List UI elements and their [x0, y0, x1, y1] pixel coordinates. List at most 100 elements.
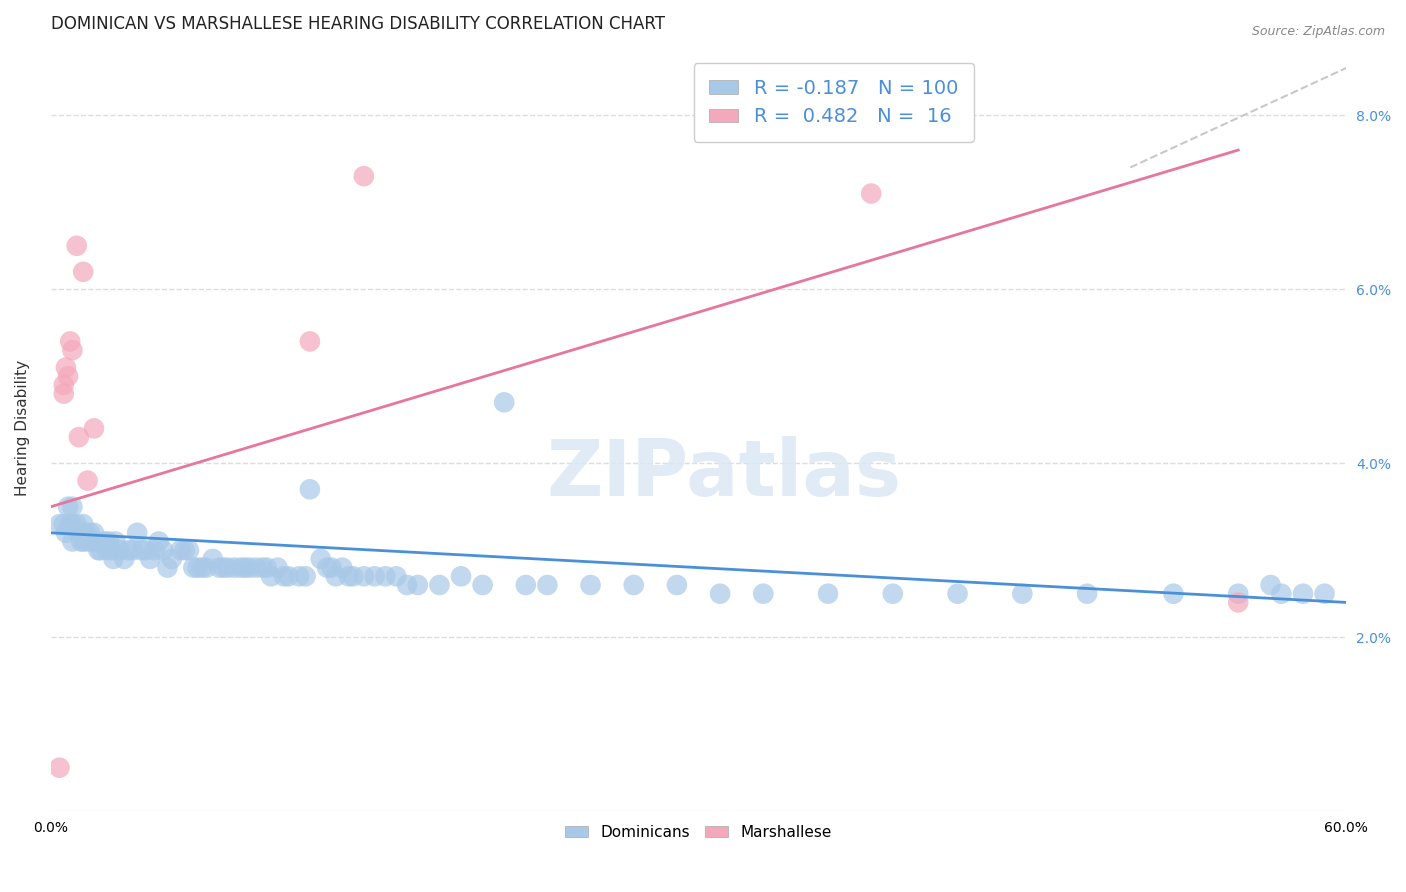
- Point: [309, 552, 332, 566]
- Point: [325, 569, 347, 583]
- Point: [882, 587, 904, 601]
- Point: [429, 578, 451, 592]
- Point: [52, 386, 75, 401]
- Point: [139, 552, 162, 566]
- Point: [104, 534, 127, 549]
- Text: ZIPatlas: ZIPatlas: [547, 436, 901, 512]
- Point: [277, 569, 299, 583]
- Point: [471, 578, 494, 592]
- Point: [52, 517, 75, 532]
- Point: [84, 534, 107, 549]
- Point: [494, 395, 516, 409]
- Point: [62, 534, 84, 549]
- Point: [709, 587, 731, 601]
- Point: [294, 569, 316, 583]
- Point: [173, 543, 195, 558]
- Point: [1163, 587, 1185, 601]
- Point: [238, 560, 260, 574]
- Point: [67, 525, 90, 540]
- Point: [135, 543, 157, 558]
- Point: [1313, 587, 1336, 601]
- Point: [181, 560, 204, 574]
- Point: [76, 534, 98, 549]
- Point: [212, 560, 235, 574]
- Point: [131, 543, 153, 558]
- Point: [298, 483, 321, 497]
- Point: [148, 534, 170, 549]
- Point: [342, 569, 364, 583]
- Point: [103, 552, 125, 566]
- Point: [48, 761, 70, 775]
- Point: [177, 543, 200, 558]
- Point: [98, 534, 121, 549]
- Point: [56, 500, 79, 514]
- Point: [112, 552, 135, 566]
- Point: [752, 587, 775, 601]
- Point: [817, 587, 839, 601]
- Point: [321, 560, 343, 574]
- Point: [62, 517, 84, 532]
- Point: [860, 186, 883, 201]
- Point: [79, 525, 101, 540]
- Y-axis label: Hearing Disability: Hearing Disability: [15, 360, 30, 497]
- Point: [337, 569, 360, 583]
- Point: [288, 569, 311, 583]
- Point: [260, 569, 283, 583]
- Point: [100, 543, 122, 558]
- Text: Source: ZipAtlas.com: Source: ZipAtlas.com: [1251, 25, 1385, 38]
- Point: [83, 525, 105, 540]
- Point: [55, 525, 77, 540]
- Point: [195, 560, 218, 574]
- Point: [224, 560, 246, 574]
- Point: [48, 517, 70, 532]
- Point: [62, 500, 84, 514]
- Point: [256, 560, 278, 574]
- Point: [946, 587, 969, 601]
- Point: [55, 360, 77, 375]
- Point: [1292, 587, 1315, 601]
- Point: [579, 578, 602, 592]
- Point: [59, 334, 82, 349]
- Point: [353, 169, 375, 183]
- Point: [201, 552, 224, 566]
- Point: [1270, 587, 1292, 601]
- Point: [363, 569, 385, 583]
- Point: [59, 517, 82, 532]
- Point: [87, 543, 110, 558]
- Point: [56, 369, 79, 384]
- Point: [108, 543, 131, 558]
- Point: [1227, 587, 1250, 601]
- Point: [72, 265, 94, 279]
- Point: [406, 578, 429, 592]
- Point: [160, 552, 183, 566]
- Point: [191, 560, 214, 574]
- Point: [245, 560, 267, 574]
- Point: [152, 543, 174, 558]
- Point: [156, 560, 179, 574]
- Point: [80, 534, 103, 549]
- Point: [396, 578, 419, 592]
- Point: [208, 560, 231, 574]
- Point: [72, 534, 94, 549]
- Point: [83, 421, 105, 435]
- Point: [67, 430, 90, 444]
- Point: [127, 525, 149, 540]
- Point: [70, 534, 93, 549]
- Point: [72, 517, 94, 532]
- Point: [450, 569, 472, 583]
- Point: [66, 517, 89, 532]
- Point: [1227, 595, 1250, 609]
- Point: [233, 560, 256, 574]
- Point: [374, 569, 396, 583]
- Point: [75, 525, 97, 540]
- Point: [229, 560, 252, 574]
- Point: [187, 560, 209, 574]
- Point: [62, 343, 84, 358]
- Point: [273, 569, 295, 583]
- Point: [122, 543, 145, 558]
- Point: [1076, 587, 1098, 601]
- Point: [66, 238, 89, 252]
- Point: [623, 578, 645, 592]
- Legend: Dominicans, Marshallese: Dominicans, Marshallese: [560, 819, 838, 846]
- Point: [665, 578, 688, 592]
